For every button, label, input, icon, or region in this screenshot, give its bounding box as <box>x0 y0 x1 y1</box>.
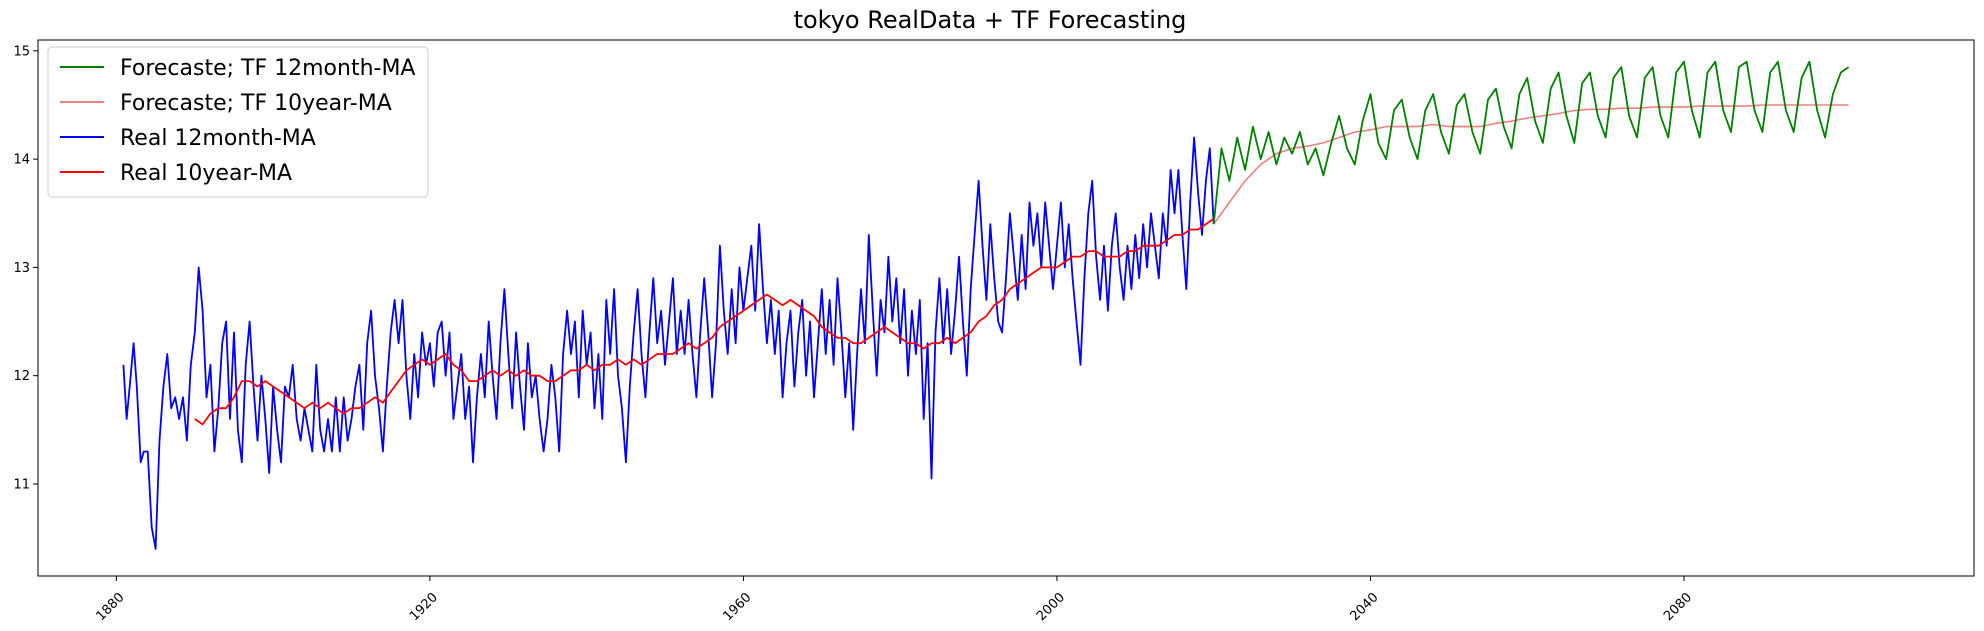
series-layer <box>122 60 1850 550</box>
legend-entry: Forecaste; TF 10year-MA <box>120 91 392 116</box>
legend-box <box>47 46 429 198</box>
chart-title: tokyo RealData + TF Forecasting <box>794 6 1187 34</box>
y-tick-label: 13 <box>13 261 30 276</box>
legend-entry: Forecaste; TF 12month-MA <box>120 56 416 81</box>
series-line-3 <box>122 136 1215 550</box>
y-tick-label: 14 <box>13 153 30 168</box>
y-tick-label: 12 <box>13 369 30 384</box>
plot-frame <box>37 39 1975 577</box>
y-tick-label: 11 <box>13 477 30 492</box>
legend: Forecaste; TF 12month-MA Forecaste; TF 10… <box>47 46 429 198</box>
series-line-4 <box>194 217 1215 426</box>
series-line-1 <box>1212 60 1850 225</box>
y-tick-label: 15 <box>13 44 30 59</box>
legend-entry: Real 10year-MA <box>120 161 292 186</box>
legend-entry: Real 12month-MA <box>120 126 316 151</box>
